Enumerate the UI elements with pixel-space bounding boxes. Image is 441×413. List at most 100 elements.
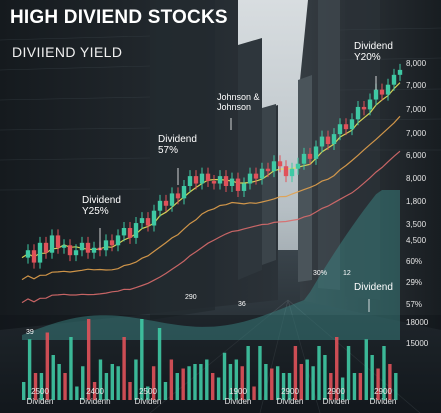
x-tick-year: 2400 — [86, 387, 104, 396]
volume-bar — [323, 355, 327, 400]
volume-bar — [187, 366, 191, 400]
x-tick-label: Dividen — [27, 397, 54, 406]
candle-body — [373, 89, 379, 100]
volume-bar — [81, 366, 85, 400]
volume-bar — [128, 382, 132, 400]
annotation-label: Johnson & Johnson — [217, 92, 260, 112]
candle-body — [319, 136, 325, 147]
volume-bar — [175, 373, 179, 400]
candle-body — [175, 193, 181, 199]
volume-bar — [22, 382, 26, 400]
volume-bar — [293, 346, 298, 400]
y-tick-label: 15000 — [406, 339, 429, 348]
volume-bar — [193, 364, 197, 400]
volume-bar — [270, 368, 274, 400]
annotation-line: Dividend — [354, 282, 393, 293]
volume-bar — [181, 368, 185, 400]
volume-bar — [57, 364, 61, 400]
volume-bar — [86, 319, 91, 400]
volume-bar — [394, 373, 398, 400]
volume-bar — [211, 373, 215, 400]
volume-bar — [281, 373, 286, 400]
annotation-line: 57% — [158, 145, 178, 156]
candle-body — [55, 235, 61, 248]
candle-body — [43, 242, 49, 253]
annotation-label: 36 — [238, 301, 246, 308]
y-tick-label: 6,000 — [406, 151, 427, 160]
volume-bar — [246, 346, 250, 400]
candle-body — [253, 173, 259, 179]
candle-body — [187, 176, 193, 186]
candle-body — [355, 106, 361, 120]
candle-body — [211, 181, 217, 184]
candle-body — [193, 176, 199, 184]
volume-bar — [264, 364, 268, 400]
annotation-line: Dividend — [82, 195, 121, 206]
annotation-label: Dividend Y25% — [82, 195, 121, 217]
candle-body — [61, 245, 67, 248]
volume-bar — [305, 359, 309, 400]
annotation-label: 39 — [26, 329, 34, 336]
candle-body — [361, 106, 367, 110]
volume-bar — [240, 366, 244, 400]
candle-body — [139, 218, 145, 224]
x-tick-label: Dividen — [225, 397, 252, 406]
x-tick-year: 2500 — [31, 387, 49, 396]
annotation-line: 39 — [26, 329, 34, 336]
volume-bar — [51, 355, 55, 400]
volume-bar — [335, 337, 339, 400]
annotation-line: Johnson — [217, 102, 251, 112]
y-tick-label: 60% — [406, 257, 422, 266]
candle-body — [325, 136, 331, 144]
candle-body — [271, 161, 277, 172]
candle-body — [301, 153, 307, 164]
volume-bar — [311, 366, 315, 400]
candle-body — [337, 124, 343, 135]
volume-bar — [33, 373, 38, 400]
annotation-line: Dividend — [354, 41, 393, 52]
volume-bar — [382, 346, 386, 400]
candle-body — [379, 89, 385, 95]
annotation-line: Dividend — [158, 134, 197, 145]
volume-bar — [317, 346, 321, 400]
volume-bar — [122, 337, 126, 400]
candle-body — [85, 242, 91, 253]
candle-body — [145, 218, 151, 226]
candle-body — [397, 69, 403, 75]
annotation-line: 36 — [238, 301, 246, 308]
x-tick-year: 2900 — [374, 387, 392, 396]
candle-body — [103, 240, 109, 251]
candle-body — [331, 134, 337, 144]
candle-body — [151, 210, 157, 226]
y-tick-label: 4,500 — [406, 236, 427, 245]
x-tick-label: Dividen — [135, 397, 162, 406]
candle-body — [169, 193, 175, 206]
volume-bar — [376, 368, 380, 400]
annotation-line: Y20% — [354, 52, 381, 63]
volume-bar — [358, 373, 363, 400]
x-tick-label: Dividen — [323, 397, 350, 406]
chart-title: HIGH DIVIEND STOCKS — [10, 7, 228, 28]
ma-line-orange — [21, 115, 401, 281]
annotation-line: Johnson & — [217, 92, 260, 102]
candle-body — [205, 173, 211, 182]
candle-body — [385, 84, 391, 95]
candle-body — [25, 250, 31, 258]
candle-body — [127, 228, 133, 238]
volume-bar — [140, 319, 144, 400]
candle-body — [235, 178, 241, 191]
volume-bar — [222, 352, 227, 400]
candle-body — [313, 146, 319, 159]
volume-bar — [364, 339, 368, 400]
volume-bar — [134, 359, 138, 400]
annotation-label: Dividend Y20% — [354, 41, 393, 63]
volume-bar — [27, 339, 32, 400]
volume-bar — [104, 373, 109, 400]
candle-body — [49, 235, 55, 253]
candle-body — [289, 168, 295, 177]
volume-bar — [39, 373, 44, 400]
candle-body — [79, 242, 85, 251]
candle-body — [67, 245, 73, 256]
candle-body — [241, 183, 247, 191]
